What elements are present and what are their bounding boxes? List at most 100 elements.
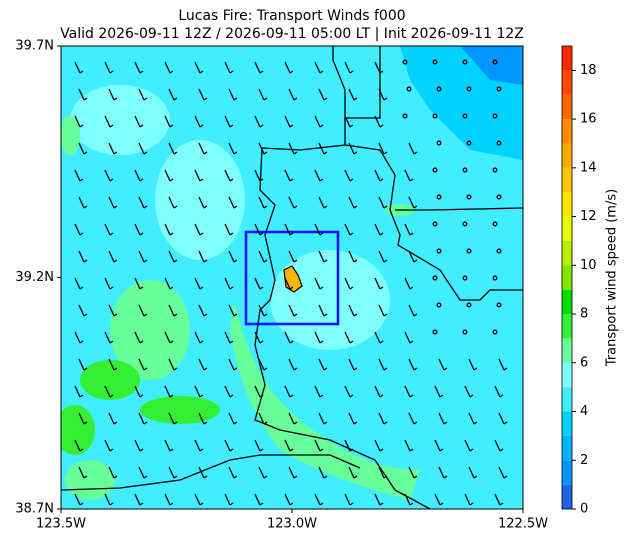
wind-barb: [468, 358, 475, 371]
wind-barb-flag: [379, 502, 384, 506]
wind-barb: [254, 385, 261, 398]
wind-barb-flag: [409, 286, 414, 290]
calm-marker: [402, 113, 408, 119]
wind-barb: [134, 277, 141, 290]
wind-barb-flag: [229, 124, 234, 128]
wind-barb: [228, 304, 235, 317]
wind-barb: [408, 142, 415, 155]
wind-barb: [318, 466, 325, 479]
wind-barb-flag: [233, 259, 238, 263]
wind-barb: [228, 412, 235, 425]
wind-barb-flag: [109, 286, 114, 290]
wind-barb-flag: [319, 394, 324, 398]
wind-barb-flag: [469, 448, 474, 452]
wind-barb: [374, 277, 381, 290]
wind-barb: [78, 142, 85, 155]
wind-barb-flag: [203, 97, 208, 101]
wind-barb: [525, 494, 530, 505]
wind-barb-flag: [499, 448, 504, 452]
wind-barb: [258, 88, 265, 101]
wind-barb-flag: [203, 259, 208, 263]
wind-barb: [464, 439, 471, 452]
wind-barb: [228, 466, 235, 479]
wind-barb-flag: [503, 475, 508, 479]
wind-barb-flag: [199, 340, 204, 344]
wind-barb-flag: [259, 124, 264, 128]
calm-marker: [492, 59, 498, 65]
wind-barb: [198, 304, 205, 317]
wind-barb-flag: [353, 97, 358, 101]
wind-barb: [318, 88, 325, 101]
wind-barb-flag: [499, 502, 504, 506]
wind-barb-flag: [173, 205, 178, 209]
wind-barb: [168, 250, 175, 263]
colorbar-segment: [562, 289, 572, 315]
wind-barb-flag: [139, 394, 144, 398]
wind-barb: [78, 466, 85, 479]
wind-barb-flag: [473, 367, 478, 371]
wind-barb-flag: [534, 368, 537, 370]
wind-barb-flag: [83, 205, 88, 209]
wind-barb-flag: [379, 448, 384, 452]
wind-barb: [164, 115, 171, 128]
calm-marker: [522, 330, 523, 334]
wind-barb: [344, 223, 351, 236]
wind-barb-flag: [259, 394, 264, 398]
wind-barb-flag: [259, 286, 264, 290]
wind-barb: [194, 115, 201, 128]
wind-barb-flag: [169, 502, 174, 506]
wind-barb-flag: [349, 178, 354, 182]
wind-barb-flag: [469, 394, 474, 398]
colorbar-segment: [562, 460, 572, 485]
wind-barb: [288, 304, 295, 317]
wind-barb-flag: [383, 151, 388, 155]
wind-barb: [254, 331, 261, 344]
wind-barb: [374, 331, 381, 344]
wind-barb-flag: [503, 421, 508, 425]
colorbar-tick-label: 6: [580, 355, 588, 370]
wind-field: [61, 46, 537, 509]
wind-barb-flag: [293, 367, 298, 371]
wind-barb: [258, 412, 265, 425]
wind-barb: [194, 61, 201, 74]
wind-barb: [168, 358, 175, 371]
wind-barb-flag: [409, 340, 414, 344]
wind-barb-flag: [473, 421, 478, 425]
wind-barb-flag: [349, 232, 354, 236]
wind-barb-flag: [530, 503, 533, 505]
wind-barb: [314, 439, 321, 452]
wind-barb-flag: [113, 313, 118, 317]
wind-barb: [344, 493, 351, 506]
wind-barb-flag: [469, 502, 474, 506]
calm-marker: [492, 113, 498, 119]
wind-barb-flag: [229, 232, 234, 236]
wind-barb-flag: [323, 475, 328, 479]
wind-barb: [104, 61, 111, 74]
colorbar-segment: [562, 484, 572, 509]
wind-barb-flag: [79, 448, 84, 452]
wind-barb-flag: [259, 340, 264, 344]
wind-barb: [198, 142, 205, 155]
wind-barb: [284, 439, 291, 452]
wind-barb: [194, 493, 201, 506]
calm-marker: [462, 221, 468, 227]
wind-barb-flag: [353, 421, 358, 425]
calm-marker: [462, 329, 468, 335]
colorbar-segment: [562, 338, 572, 363]
colorbar-tick-label: 14: [580, 160, 597, 175]
y-tick-label: 39.2N: [15, 270, 54, 285]
wind-barb: [284, 385, 291, 398]
colorbar-tick-label: 16: [580, 112, 597, 127]
wind-barb: [284, 115, 291, 128]
wind-barb-flag: [349, 448, 354, 452]
wind-barb-flag: [199, 286, 204, 290]
colorbar-tick-label: 0: [580, 502, 588, 517]
wind-barb-flag: [113, 367, 118, 371]
calm-marker: [492, 221, 498, 227]
x-tick-label: 122.5W: [498, 517, 548, 532]
wind-barb-flag: [79, 502, 84, 506]
x-tick-label: 123.0W: [267, 517, 317, 532]
wind-barb-flag: [199, 502, 204, 506]
wind-barb-flag: [323, 97, 328, 101]
wind-barb-flag: [413, 151, 418, 155]
